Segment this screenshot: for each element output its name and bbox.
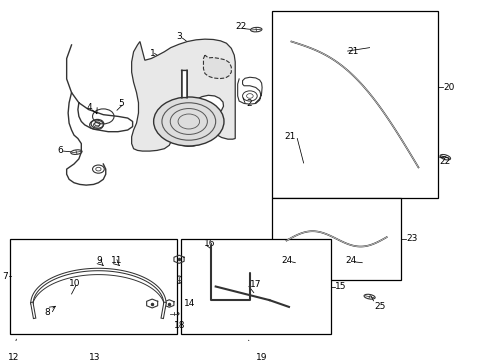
Text: 18: 18: [174, 321, 186, 330]
Polygon shape: [132, 39, 235, 151]
Circle shape: [154, 97, 224, 146]
Text: 1: 1: [150, 49, 155, 58]
Text: 16: 16: [203, 239, 215, 248]
Text: 21: 21: [347, 47, 359, 56]
Text: 2: 2: [246, 99, 251, 108]
Text: 7: 7: [2, 272, 8, 281]
Text: 23: 23: [406, 234, 417, 243]
Text: 22: 22: [235, 22, 246, 31]
Text: 20: 20: [443, 83, 454, 92]
Text: 25: 25: [374, 302, 386, 311]
Polygon shape: [203, 55, 231, 78]
Text: 17: 17: [250, 280, 261, 289]
Text: 4: 4: [86, 103, 92, 112]
Text: 8: 8: [45, 307, 50, 316]
Text: 15: 15: [335, 282, 347, 291]
Bar: [272, 198, 401, 280]
Bar: [181, 239, 331, 334]
Text: 13: 13: [89, 354, 100, 360]
Text: 14: 14: [184, 299, 196, 308]
Bar: [10, 239, 176, 334]
Text: 5: 5: [118, 99, 123, 108]
Text: 21: 21: [284, 132, 295, 141]
Text: 19: 19: [256, 354, 268, 360]
Bar: [272, 11, 438, 198]
Text: 10: 10: [69, 279, 80, 288]
Text: 9: 9: [96, 256, 102, 265]
Text: 24: 24: [345, 256, 356, 265]
Text: 24: 24: [282, 256, 293, 265]
Text: 3: 3: [176, 32, 182, 41]
Text: 22: 22: [440, 157, 451, 166]
Text: 12: 12: [8, 354, 20, 360]
Text: 11: 11: [111, 256, 122, 265]
Text: 6: 6: [57, 146, 63, 155]
